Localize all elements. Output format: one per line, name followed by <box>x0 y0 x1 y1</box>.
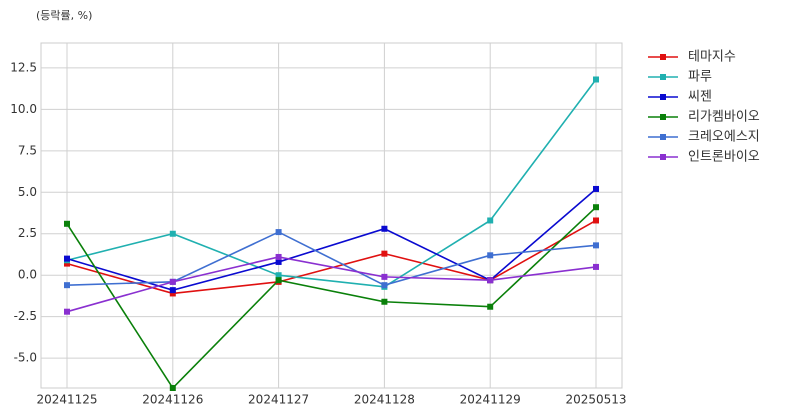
point-marker <box>169 278 176 285</box>
point-marker <box>381 225 388 232</box>
point-marker <box>593 185 599 192</box>
y-tick-label: 0.0 <box>18 268 37 282</box>
point-marker <box>381 298 388 305</box>
legend-label: 테마지수 <box>688 50 736 65</box>
y-tick-label: 5.0 <box>18 185 37 199</box>
point-marker <box>169 385 176 391</box>
point-marker <box>64 308 70 315</box>
legend-marker <box>660 54 666 60</box>
x-tick-label: 20241126 <box>142 393 203 407</box>
point-marker <box>64 220 70 227</box>
point-marker <box>593 263 599 270</box>
legend-marker <box>660 94 666 100</box>
y-tick-label: 12.5 <box>10 60 37 74</box>
point-marker <box>64 255 70 262</box>
point-marker <box>593 242 599 249</box>
series-line <box>66 231 597 287</box>
y-tick-label: -5.0 <box>14 351 37 365</box>
legend-label: 파루 <box>688 70 712 85</box>
y-tick-label: -2.5 <box>14 309 37 323</box>
y-tick-label: 7.5 <box>18 143 37 157</box>
point-marker <box>169 290 176 297</box>
x-tick-label: 20241128 <box>354 393 415 407</box>
series-line <box>66 79 597 288</box>
series-line <box>66 219 597 295</box>
point-marker <box>275 229 282 236</box>
plot-frame <box>40 42 623 389</box>
x-tick-label: 20250513 <box>565 393 626 407</box>
legend-label: 씨젠 <box>688 90 712 105</box>
point-marker <box>275 277 282 284</box>
point-marker <box>381 282 388 289</box>
point-marker <box>381 250 388 257</box>
legend-marker <box>660 74 666 80</box>
x-tick-label: 20241127 <box>248 393 309 407</box>
point-marker <box>64 260 70 267</box>
point-marker <box>275 258 282 265</box>
legend-marker <box>660 134 666 140</box>
point-marker <box>169 287 176 294</box>
point-marker <box>593 217 599 224</box>
point-marker <box>169 230 176 237</box>
legend-marker <box>660 154 666 160</box>
y-axis-label: (등락률, %) <box>36 9 92 22</box>
legend-label: 리가켐바이오 <box>688 110 760 125</box>
y-tick-label: 10.0 <box>10 102 37 116</box>
legend-marker <box>660 114 666 120</box>
x-tick-label: 20241129 <box>460 393 521 407</box>
point-marker <box>381 273 388 280</box>
point-marker <box>487 217 494 224</box>
point-marker <box>275 272 282 279</box>
point-marker <box>487 303 494 310</box>
point-marker <box>593 204 599 211</box>
legend-label: 인트론바이오 <box>688 150 760 165</box>
legend-label: 크레오에스지 <box>688 130 760 145</box>
y-tick-label: 2.5 <box>18 226 37 240</box>
point-marker <box>593 76 599 83</box>
point-marker <box>487 277 494 284</box>
x-tick-label: 20241125 <box>36 393 97 407</box>
series-line <box>66 188 597 291</box>
point-marker <box>64 282 70 289</box>
series-line <box>66 256 597 313</box>
series-line <box>66 206 597 390</box>
point-marker <box>275 253 282 260</box>
point-marker <box>487 252 494 259</box>
